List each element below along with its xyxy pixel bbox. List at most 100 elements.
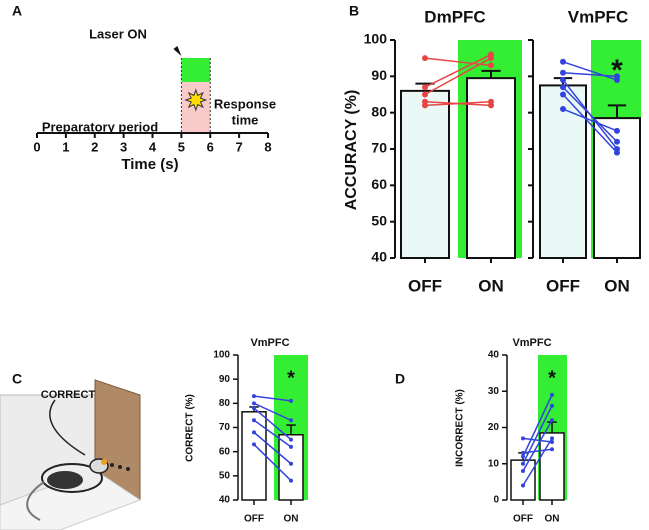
subject-point xyxy=(422,55,428,62)
subject-point xyxy=(614,127,620,134)
x-tick-label: ON xyxy=(478,276,504,295)
subject-point xyxy=(252,430,256,435)
response-label: time xyxy=(232,112,259,127)
y-tick-label: 20 xyxy=(488,422,500,433)
x-tick-label: ON xyxy=(545,514,560,525)
subject-line xyxy=(253,419,292,448)
subject-point xyxy=(521,450,525,455)
subject-point xyxy=(614,149,620,156)
y-tick-label: 70 xyxy=(219,422,231,433)
y-tick-label: 0 xyxy=(493,495,499,506)
subject-line xyxy=(562,71,618,78)
rat-illustration xyxy=(0,379,142,530)
subject-point xyxy=(560,106,566,113)
y-axis-label: CORRECT (%) xyxy=(185,394,196,462)
subject-point xyxy=(521,454,525,459)
y-axis-label: ACCURACY (%) xyxy=(343,90,360,211)
subject-point xyxy=(521,483,525,488)
x-tick-label: ON xyxy=(604,276,630,295)
subject-line xyxy=(424,53,492,88)
subject-point xyxy=(614,138,620,145)
x-tick-label: OFF xyxy=(546,276,580,295)
subject-point xyxy=(521,469,525,473)
subject-point xyxy=(252,406,256,411)
subject-point xyxy=(488,55,494,62)
x-tick-label: 2 xyxy=(91,139,98,154)
x-tick-label: OFF xyxy=(513,514,533,525)
subject-line xyxy=(253,431,292,465)
x-tick-label: 5 xyxy=(178,139,185,154)
subject-point xyxy=(252,442,256,447)
subject-point xyxy=(550,418,554,423)
significance-mark: * xyxy=(611,54,623,87)
chart-title: VmPFC xyxy=(250,337,289,349)
x-tick-label: 0 xyxy=(33,139,40,154)
y-tick-label: 50 xyxy=(371,212,387,228)
subject-line xyxy=(253,395,292,402)
subject-point xyxy=(289,461,293,466)
subject-point xyxy=(289,478,293,483)
y-tick-label: 80 xyxy=(371,103,387,119)
y-axis-label: INCORRECT (%) xyxy=(455,389,466,467)
y-tick-label: 50 xyxy=(219,470,231,481)
significance-mark: * xyxy=(287,367,295,389)
subject-point xyxy=(252,401,256,406)
subject-point xyxy=(521,436,525,441)
bar xyxy=(539,84,587,259)
subject-line xyxy=(522,394,553,457)
subject-point xyxy=(422,91,428,98)
x-tick-label: ON xyxy=(284,514,299,525)
subject-line xyxy=(522,419,553,472)
subject-point xyxy=(550,440,554,444)
chart-title: VmPFC xyxy=(512,337,551,349)
panel-letter: C xyxy=(12,371,22,387)
subject-point xyxy=(560,69,566,76)
chart-title: DmPFC xyxy=(424,7,485,26)
subject-line xyxy=(562,108,618,132)
subject-line xyxy=(424,101,492,107)
y-tick-label: 60 xyxy=(371,176,387,192)
subject-line xyxy=(522,405,553,465)
subject-line xyxy=(522,437,553,443)
laser-band xyxy=(181,58,211,82)
subject-point xyxy=(252,418,256,423)
subject-point xyxy=(550,436,554,441)
y-tick-label: 40 xyxy=(488,350,500,361)
y-tick-label: 40 xyxy=(371,249,387,265)
subject-point xyxy=(521,461,525,466)
subject-point xyxy=(422,102,428,109)
subject-point xyxy=(289,437,293,442)
y-tick-label: 100 xyxy=(213,350,230,361)
subject-point xyxy=(252,394,256,399)
subject-point xyxy=(289,398,293,403)
subject-point xyxy=(550,447,554,452)
subject-line xyxy=(253,407,292,441)
panel-letter: B xyxy=(349,3,359,19)
subject-line xyxy=(522,437,553,486)
y-tick-label: 100 xyxy=(364,31,388,47)
x-tick-label: 1 xyxy=(62,139,69,154)
subject-line xyxy=(562,61,618,81)
image-label: CORRECT xyxy=(41,389,96,401)
y-tick-label: 10 xyxy=(488,458,500,469)
y-tick-label: 30 xyxy=(488,386,500,397)
panel-letter: A xyxy=(12,3,22,19)
x-tick-label: 7 xyxy=(236,139,243,154)
bar xyxy=(400,89,450,259)
y-tick-label: 60 xyxy=(219,446,231,457)
subject-point xyxy=(560,91,566,98)
bar xyxy=(278,434,304,501)
subject-line xyxy=(253,402,292,421)
annotation: Laser ON xyxy=(89,26,147,41)
period-label: Preparatory period xyxy=(42,119,158,134)
subject-point xyxy=(550,392,554,397)
subject-point xyxy=(560,76,566,83)
y-tick-label: 90 xyxy=(219,374,231,385)
subject-point xyxy=(560,84,566,91)
subject-point xyxy=(550,403,554,408)
subject-point xyxy=(422,84,428,91)
subject-point xyxy=(614,73,620,80)
subject-line xyxy=(562,86,618,143)
response-label: Response xyxy=(214,96,276,111)
